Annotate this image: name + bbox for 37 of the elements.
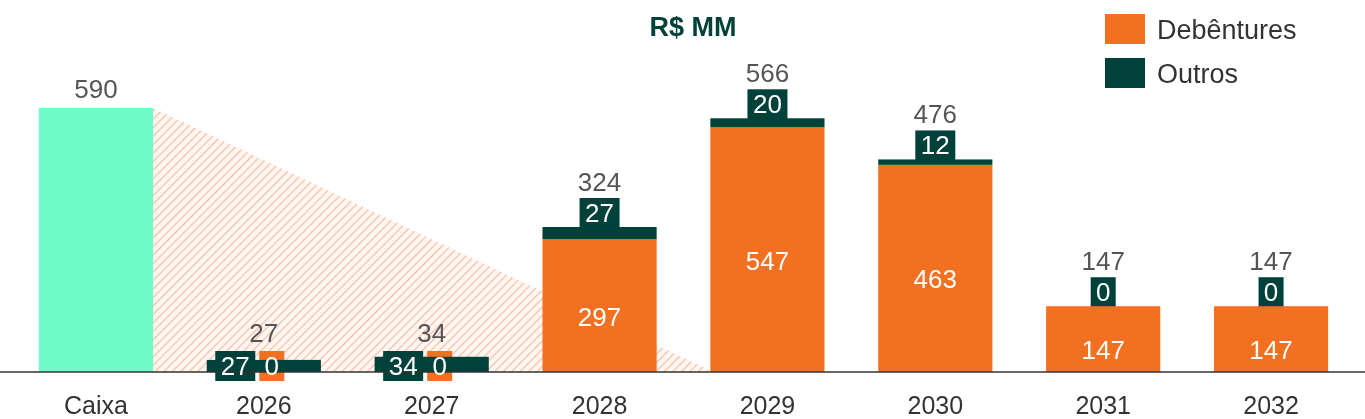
x-tick-label: 2027 xyxy=(403,391,460,419)
legend-label: Outros xyxy=(1157,59,1239,89)
data-label: 12 xyxy=(920,130,950,161)
total-label: 590 xyxy=(74,74,118,104)
data-label: 0 xyxy=(1095,277,1111,308)
x-tick-label: Caixa xyxy=(63,391,128,419)
total-label: 27 xyxy=(249,318,279,348)
x-tick-label: 2030 xyxy=(907,391,964,419)
total-label: 147 xyxy=(1249,246,1293,277)
data-label: 547 xyxy=(745,245,790,276)
bar xyxy=(542,239,657,372)
x-tick-label: 2026 xyxy=(236,391,292,419)
total-label: 476 xyxy=(913,99,958,130)
x-tick-label: 2032 xyxy=(1243,391,1299,419)
data-label: 27 xyxy=(220,351,250,381)
data-label: 27 xyxy=(585,198,615,229)
data-label: 0 xyxy=(1263,277,1279,308)
bar xyxy=(1046,306,1161,372)
total-label: 566 xyxy=(745,58,790,89)
data-label: 147 xyxy=(1249,335,1293,366)
chart-title: R$ MM xyxy=(649,12,737,42)
bar xyxy=(878,164,993,372)
total-label: 324 xyxy=(577,167,622,198)
data-label: 20 xyxy=(752,89,782,120)
total-label: 147 xyxy=(1081,246,1125,277)
data-label: 297 xyxy=(577,301,622,332)
x-tick-label: 2028 xyxy=(571,391,628,419)
bar xyxy=(1213,306,1329,372)
bar xyxy=(38,108,154,372)
data-label: 34 xyxy=(388,351,418,381)
bar xyxy=(710,127,825,372)
total-label: 34 xyxy=(417,318,447,348)
x-tick-label: 2029 xyxy=(739,391,796,419)
legend-label: Debêntures xyxy=(1157,15,1297,45)
data-label: 147 xyxy=(1081,335,1125,366)
data-label: 463 xyxy=(913,264,958,295)
x-tick-label: 2031 xyxy=(1075,391,1131,419)
